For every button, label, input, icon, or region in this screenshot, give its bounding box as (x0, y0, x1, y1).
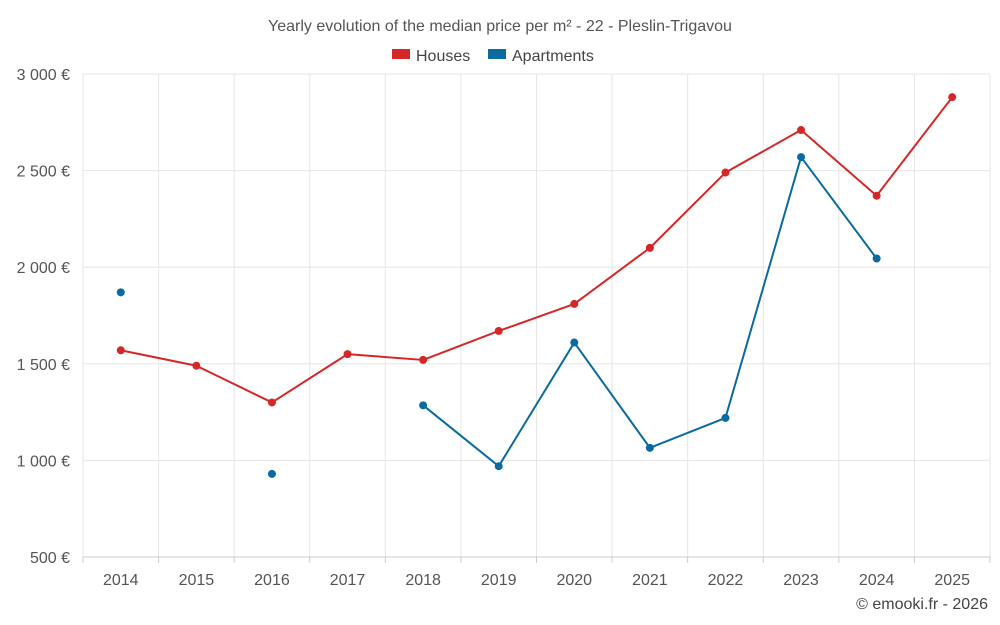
data-point-apartments-2018[interactable] (419, 401, 428, 410)
y-tick-label: 1 000 € (17, 453, 70, 470)
data-point-apartments-2016[interactable] (267, 469, 276, 478)
data-point-apartments-2024[interactable] (872, 254, 881, 263)
data-point-houses-2016[interactable] (267, 398, 276, 407)
legend-swatch (488, 49, 506, 59)
data-point-apartments-2020[interactable] (570, 338, 579, 347)
legend: Houses Apartments (392, 48, 594, 65)
data-point-houses-2023[interactable] (797, 126, 806, 135)
x-tick-label: 2024 (859, 572, 895, 589)
legend-swatch (392, 49, 410, 59)
data-point-houses-2018[interactable] (419, 355, 428, 364)
legend-label: Apartments (512, 48, 594, 65)
data-point-apartments-2023[interactable] (797, 153, 806, 162)
data-point-houses-2020[interactable] (570, 299, 579, 308)
data-point-houses-2015[interactable] (192, 361, 201, 370)
series-line-apartments (422, 156, 878, 468)
chart-title: Yearly evolution of the median price per… (268, 18, 732, 35)
data-point-houses-2024[interactable] (872, 191, 881, 200)
legend-label: Houses (416, 48, 470, 65)
data-point-houses-2022[interactable] (721, 168, 730, 177)
x-tick-label: 2023 (783, 572, 819, 589)
x-axis: 2014 2015 2016 2017 2018 2019 2020 2021 2022 2023… (103, 572, 970, 589)
x-tick-label: 2018 (405, 572, 441, 589)
legend-item-apartments[interactable]: Apartments (488, 48, 594, 65)
x-tick-label: 2021 (632, 572, 668, 589)
y-tick-label: 500 € (30, 550, 70, 567)
data-point-houses-2017[interactable] (343, 350, 352, 359)
y-tick-label: 3 000 € (17, 67, 70, 84)
x-tick-label: 2014 (103, 572, 139, 589)
y-tick-label: 2 500 € (17, 164, 70, 181)
grid (82, 73, 991, 563)
data-point-houses-2019[interactable] (494, 326, 503, 335)
x-tick-label: 2025 (934, 572, 970, 589)
series-houses (116, 93, 957, 407)
y-tick-label: 1 500 € (17, 357, 70, 374)
x-tick-label: 2015 (179, 572, 215, 589)
x-tick-label: 2022 (708, 572, 744, 589)
data-point-apartments-2019[interactable] (494, 462, 503, 471)
series-line-houses (120, 96, 954, 404)
data-point-apartments-2021[interactable] (645, 443, 654, 452)
x-tick-label: 2019 (481, 572, 517, 589)
series-layer (116, 93, 957, 478)
series-apartments (116, 153, 881, 478)
y-axis: 500 € 1 000 € 1 500 € 2 000 € 2 500 € 3 000 € (17, 67, 70, 567)
legend-item-houses[interactable]: Houses (392, 48, 470, 65)
data-point-houses-2021[interactable] (645, 243, 654, 252)
x-tick-label: 2016 (254, 572, 290, 589)
data-point-apartments-2022[interactable] (721, 413, 730, 422)
y-tick-label: 2 000 € (17, 260, 70, 277)
x-tick-label: 2017 (330, 572, 366, 589)
credit-text: © emooki.fr - 2026 (856, 596, 988, 613)
data-point-houses-2025[interactable] (948, 93, 957, 102)
data-point-houses-2014[interactable] (116, 346, 125, 355)
data-point-apartments-2014[interactable] (116, 288, 125, 297)
x-tick-label: 2020 (556, 572, 592, 589)
